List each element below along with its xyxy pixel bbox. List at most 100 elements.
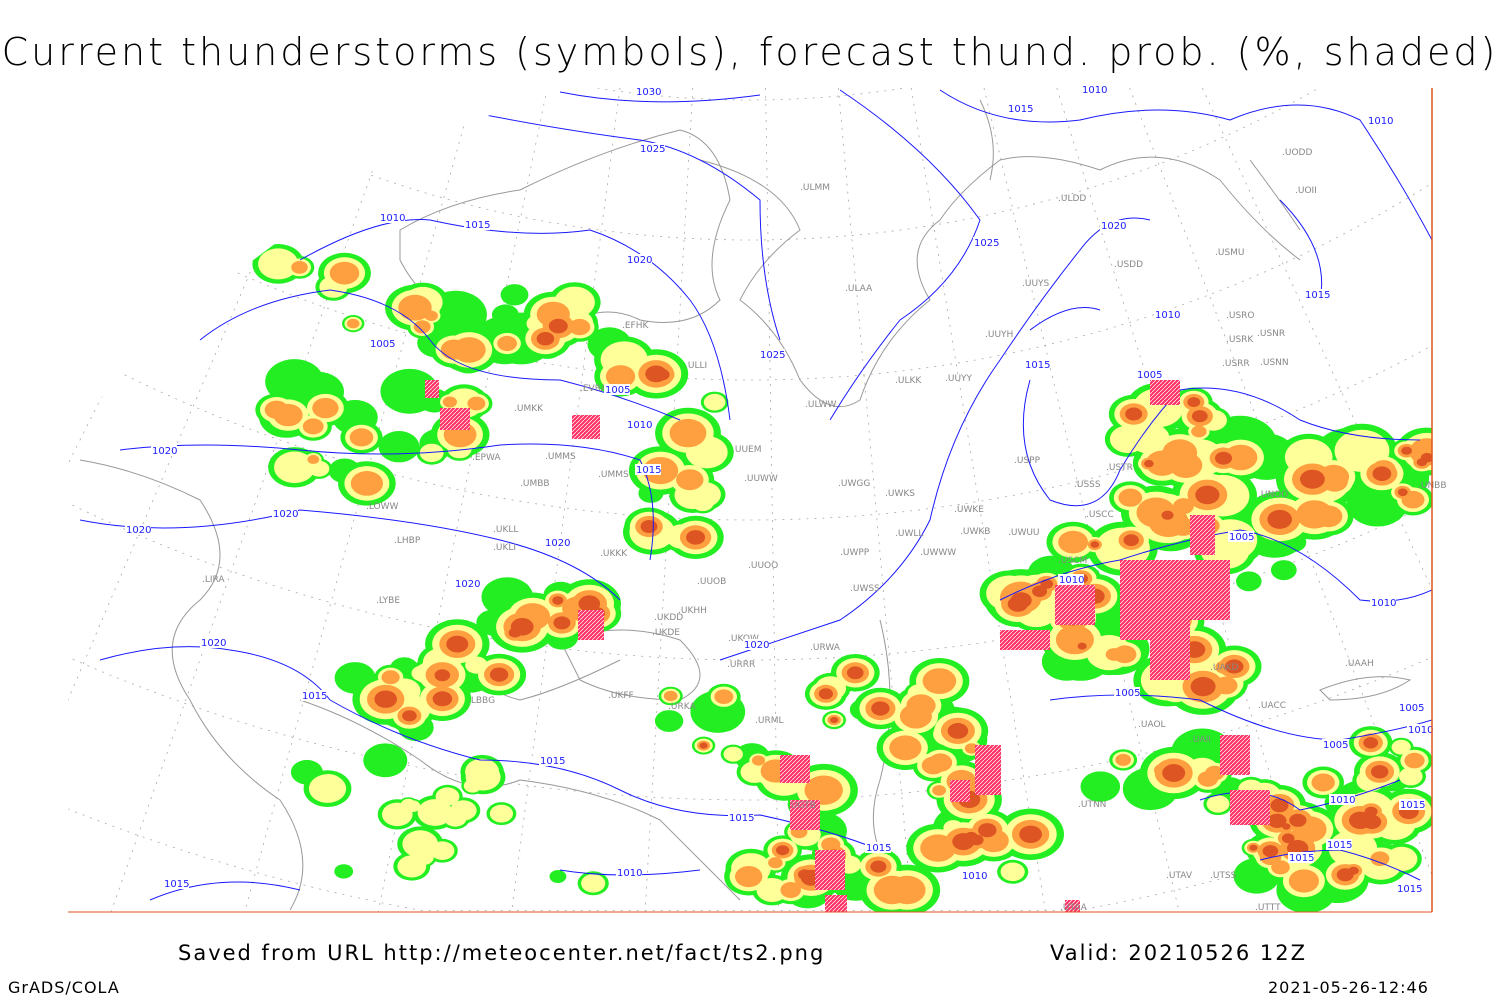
probability-cell-level-4 [1032, 585, 1048, 598]
station-label: .LOWW [366, 502, 399, 512]
thunderstorm-symbol [572, 415, 600, 439]
probability-cell-level-4 [1267, 509, 1292, 529]
isobar-label-bg [626, 419, 652, 430]
isobar-label: 1010 [1155, 310, 1180, 321]
probability-cell-level-2 [465, 656, 488, 674]
station-label: .UWUU [1008, 528, 1040, 538]
isobar-label-bg [1007, 103, 1033, 114]
probability-cell-level-4 [1187, 397, 1201, 408]
station-label: .USDD [1114, 260, 1143, 270]
probability-cell-level-3 [398, 294, 432, 321]
probability-cell-level-2 [465, 758, 500, 785]
station-label: .USNN [1260, 358, 1289, 368]
probability-cell-level-3 [424, 310, 438, 321]
isobar-label: 1020 [1101, 221, 1126, 232]
probability-cell-level-3 [440, 339, 468, 360]
isobar-label-bg [125, 524, 151, 535]
probability-cell-level-4 [1040, 579, 1054, 589]
probability-cell-level-3 [821, 837, 841, 852]
station-label: .UWKB [960, 527, 990, 537]
isobar-label-bg [464, 219, 490, 230]
thunderstorm-symbol [1055, 585, 1095, 625]
isobar-label: 1010 [627, 420, 652, 431]
probability-cell-level-4 [818, 688, 834, 700]
station-label: .UAII [1190, 735, 1211, 745]
parallel-line [597, 88, 903, 101]
probability-cell-level-4 [1161, 510, 1174, 520]
probability-cell-level-4 [1362, 814, 1382, 830]
probability-cell-level-3 [413, 320, 431, 334]
station-label: .UMKK [514, 404, 544, 414]
isobar-label-bg [635, 464, 661, 475]
station-label: .EFHK [622, 321, 649, 331]
probability-cell-level-3 [307, 454, 320, 464]
probability-cell-level-4 [536, 332, 555, 346]
probability-cell-level-1 [1236, 571, 1262, 592]
station-label: .UUEM [732, 445, 762, 455]
station-label: .UNOO [1258, 490, 1288, 500]
isobar-label: 1015 [164, 879, 189, 890]
station-label: .UUWW [744, 474, 778, 484]
probability-cell-level-4 [1190, 677, 1216, 697]
station-label: .UUYS [1022, 279, 1050, 289]
station-label: .URML [755, 716, 783, 726]
thunderstorm-symbol [1220, 735, 1250, 775]
probability-cell-level-1 [334, 662, 376, 694]
probability-cell-level-2 [489, 804, 513, 823]
isobar-label-bg [616, 867, 642, 878]
station-label: .URKA [668, 702, 696, 712]
probability-cell-level-1 [654, 710, 684, 732]
probability-cell-level-2 [1206, 795, 1230, 813]
isobar-label-bg [1136, 369, 1162, 380]
isobar-label: 1025 [760, 350, 785, 361]
probability-cell-level-4 [1123, 534, 1139, 547]
station-label: .UTTT [1255, 903, 1281, 913]
thunderstorm-symbol [1180, 560, 1230, 620]
probability-cell-level-3 [889, 735, 922, 761]
probability-cell-level-3 [672, 423, 702, 446]
station-label: .UTAV [1166, 871, 1193, 881]
isobar-label-bg [1024, 359, 1050, 370]
probability-cell-level-3 [804, 775, 843, 805]
isobar-label: 1030 [636, 87, 661, 98]
isobar-label: 1015 [540, 756, 565, 767]
thunderstorm-symbol [1230, 790, 1270, 825]
thunderstorm-symbol [975, 745, 1001, 795]
probability-cell-level-2 [1334, 429, 1390, 472]
station-label: .UAOL [1138, 720, 1166, 730]
station-label: .ULWW [805, 400, 837, 410]
station-label: .UWWW [920, 548, 956, 558]
isobar-label-bg [1396, 883, 1422, 894]
isobar-label-bg [200, 637, 226, 648]
probability-cell-level-4 [446, 635, 469, 653]
thunderstorm-symbol [780, 755, 810, 783]
probability-cell-level-4 [432, 691, 453, 707]
probability-cell-level-2 [419, 443, 444, 463]
isobar-label-bg [1154, 309, 1180, 320]
isobar-label-bg [151, 445, 177, 456]
isobar-label: 1015 [729, 813, 754, 824]
station-label: .EVRA [580, 384, 608, 394]
probability-cell-level-4 [1401, 446, 1412, 455]
probability-cell-level-3 [906, 694, 936, 717]
probability-cell-level-2 [450, 800, 477, 821]
isobar-label-bg [865, 842, 891, 853]
probability-cell-level-3 [1370, 851, 1390, 866]
station-label: .UKDE [652, 628, 680, 638]
station-label: .UUYH [985, 330, 1013, 340]
station-label: .UKLI [493, 543, 516, 553]
isobar-label: 1015 [1305, 290, 1330, 301]
probability-cell-level-3 [264, 400, 289, 419]
station-label: .UKLL [493, 525, 518, 535]
station-label: .UMMS [545, 452, 576, 462]
station-label: .UWGG [838, 479, 870, 489]
probability-cell-level-4 [1270, 798, 1289, 813]
station-label: .USRR [1222, 359, 1250, 369]
probability-cell-level-1 [1270, 560, 1297, 581]
isobar-label-bg [1288, 852, 1314, 863]
probability-cell-level-3 [1271, 860, 1290, 875]
probability-cell-level-3 [1145, 450, 1179, 476]
software-credit: GrADS/COLA [8, 978, 120, 997]
isobar-label: 1010 [617, 868, 642, 879]
station-label: .USTR [1106, 463, 1133, 473]
